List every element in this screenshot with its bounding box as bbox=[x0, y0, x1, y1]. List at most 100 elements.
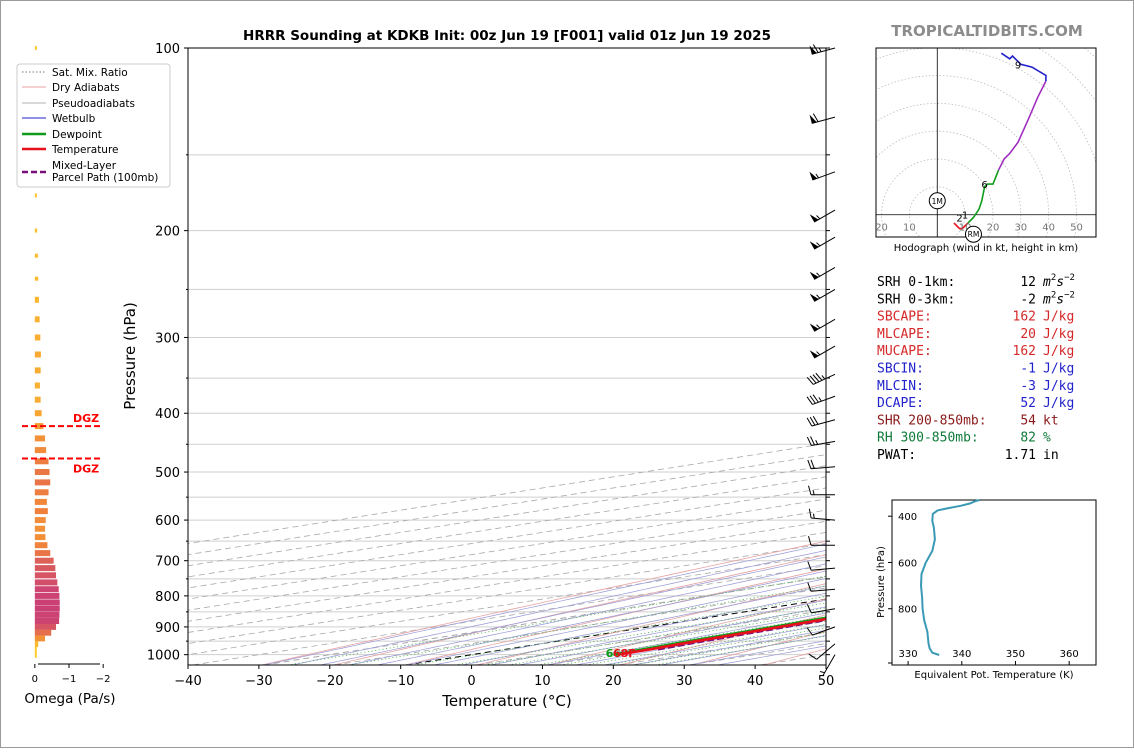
hodograph-height-label: 9 bbox=[1015, 60, 1021, 71]
index-label: SRH 0-3km: bbox=[877, 292, 955, 307]
x-tick-label: 10 bbox=[534, 674, 551, 689]
index-label: SHR 200-850mb: bbox=[877, 413, 987, 428]
hodograph-height-label: 6 bbox=[981, 180, 987, 191]
omega-x-label: Omega (Pa/s) bbox=[24, 691, 115, 707]
dgz-label: DGZ bbox=[73, 463, 99, 476]
hodograph-tick-label: 30 bbox=[1014, 223, 1027, 234]
omega-bar bbox=[35, 526, 45, 532]
omega-bar bbox=[35, 410, 42, 416]
omega-bar bbox=[35, 447, 46, 453]
theta-e-x-tick-label: 350 bbox=[1006, 649, 1025, 660]
legend-label-temperature: Temperature bbox=[51, 144, 119, 156]
index-value: 162 bbox=[1013, 344, 1036, 359]
index-unit: J/kg bbox=[1043, 396, 1074, 411]
skewt-x-label: Temperature (°C) bbox=[441, 692, 571, 710]
y-tick-label: 800 bbox=[155, 590, 180, 605]
legend-label-dry-adiabats: Dry Adiabats bbox=[52, 82, 120, 94]
omega-bar bbox=[35, 593, 60, 599]
x-tick-label: −30 bbox=[245, 674, 272, 689]
theta-e-x-tick-label: 340 bbox=[952, 649, 971, 660]
omega-bar bbox=[35, 367, 41, 373]
omega-bar bbox=[35, 229, 37, 233]
y-tick-label: 700 bbox=[155, 555, 180, 570]
y-tick-label: 600 bbox=[155, 514, 180, 529]
hodograph-tick-label: 10 bbox=[903, 223, 916, 234]
omega-bar bbox=[35, 499, 47, 505]
chart-title: HRRR Sounding at KDKB Init: 00z Jun 19 [… bbox=[243, 28, 771, 44]
x-tick-label: 40 bbox=[747, 674, 764, 689]
omega-bar bbox=[35, 254, 38, 258]
omega-bar bbox=[35, 624, 56, 630]
index-label: DCAPE: bbox=[877, 396, 924, 411]
index-value: 12 bbox=[1020, 275, 1036, 290]
index-label: RH 300-850mb: bbox=[877, 431, 979, 446]
omega-bar bbox=[35, 479, 50, 485]
x-tick-label: −10 bbox=[387, 674, 414, 689]
omega-bar bbox=[35, 383, 40, 389]
index-value: 162 bbox=[1013, 310, 1036, 325]
index-label: MLCIN: bbox=[877, 379, 924, 394]
x-tick-label: 0 bbox=[467, 674, 475, 689]
omega-tick-label: 0 bbox=[32, 674, 38, 685]
theta-e-x-tick-label: 330 bbox=[899, 649, 918, 660]
hodograph-height-label: 1 bbox=[962, 211, 968, 222]
index-unit: J/kg bbox=[1043, 362, 1074, 377]
theta-e-y-tick-label: 400 bbox=[898, 512, 917, 523]
index-value: 1.71 bbox=[1005, 448, 1036, 463]
x-tick-label: −40 bbox=[174, 674, 201, 689]
x-tick-label: 50 bbox=[818, 674, 835, 689]
omega-bar bbox=[35, 550, 50, 556]
x-tick-label: 20 bbox=[605, 674, 622, 689]
omega-bar bbox=[35, 489, 49, 495]
omega-bar bbox=[35, 435, 45, 441]
omega-bar bbox=[35, 352, 41, 358]
legend-label-wetbulb: Wetbulb bbox=[52, 113, 96, 125]
theta-e-y-tick-label: 800 bbox=[898, 605, 917, 616]
storm-motion-label: RM bbox=[968, 230, 980, 239]
index-unit: in bbox=[1043, 448, 1059, 463]
index-label: SRH 0-1km: bbox=[877, 275, 955, 290]
omega-bar bbox=[35, 606, 60, 612]
index-unit: kt bbox=[1043, 413, 1059, 428]
legend-label-dewpoint: Dewpoint bbox=[52, 129, 102, 141]
index-label: SBCAPE: bbox=[877, 310, 932, 325]
theta-e-y-tick-label: 600 bbox=[898, 558, 917, 569]
omega-bar bbox=[35, 630, 51, 636]
omega-bar bbox=[35, 599, 60, 605]
index-value: 52 bbox=[1020, 396, 1036, 411]
index-unit: J/kg bbox=[1043, 310, 1074, 325]
skewt-y-label: Pressure (hPa) bbox=[121, 302, 139, 410]
omega-bar bbox=[35, 572, 56, 578]
omega-bar bbox=[35, 641, 38, 647]
omega-bar bbox=[35, 652, 37, 658]
index-value: -1 bbox=[1020, 362, 1036, 377]
index-value: 20 bbox=[1020, 327, 1036, 342]
legend: Sat. Mix. Ratio Dry Adiabats Pseudoadiab… bbox=[17, 64, 170, 187]
omega-tick-label: −1 bbox=[62, 674, 77, 685]
x-tick-label: −20 bbox=[316, 674, 343, 689]
index-unit: J/kg bbox=[1043, 344, 1074, 359]
surface-temperature-label: 68F bbox=[613, 647, 636, 660]
y-tick-label: 400 bbox=[155, 407, 180, 422]
omega-bar bbox=[35, 618, 59, 624]
omega-bar bbox=[35, 558, 54, 564]
theta-e-x-tick-label: 360 bbox=[1060, 649, 1079, 660]
omega-bar bbox=[35, 646, 37, 652]
omega-bar bbox=[35, 534, 46, 540]
omega-bar bbox=[35, 297, 39, 303]
index-value: -2 bbox=[1020, 292, 1036, 307]
brand-watermark: TROPICALTIDBITS.COM bbox=[891, 22, 1083, 40]
omega-bar bbox=[35, 193, 37, 197]
dgz-label: DGZ bbox=[73, 412, 99, 425]
index-label: PWAT: bbox=[877, 448, 916, 463]
omega-bar bbox=[35, 397, 41, 403]
omega-bar bbox=[35, 316, 40, 322]
omega-bar bbox=[35, 612, 60, 618]
omega-bar bbox=[35, 469, 50, 475]
index-label: MUCAPE: bbox=[877, 344, 932, 359]
theta-e-y-label: Pressure (hPa) bbox=[876, 546, 887, 618]
omega-bar bbox=[35, 542, 48, 548]
theta-e-x-label: Equivalent Pot. Temperature (K) bbox=[914, 670, 1073, 681]
y-tick-label: 200 bbox=[155, 225, 180, 240]
